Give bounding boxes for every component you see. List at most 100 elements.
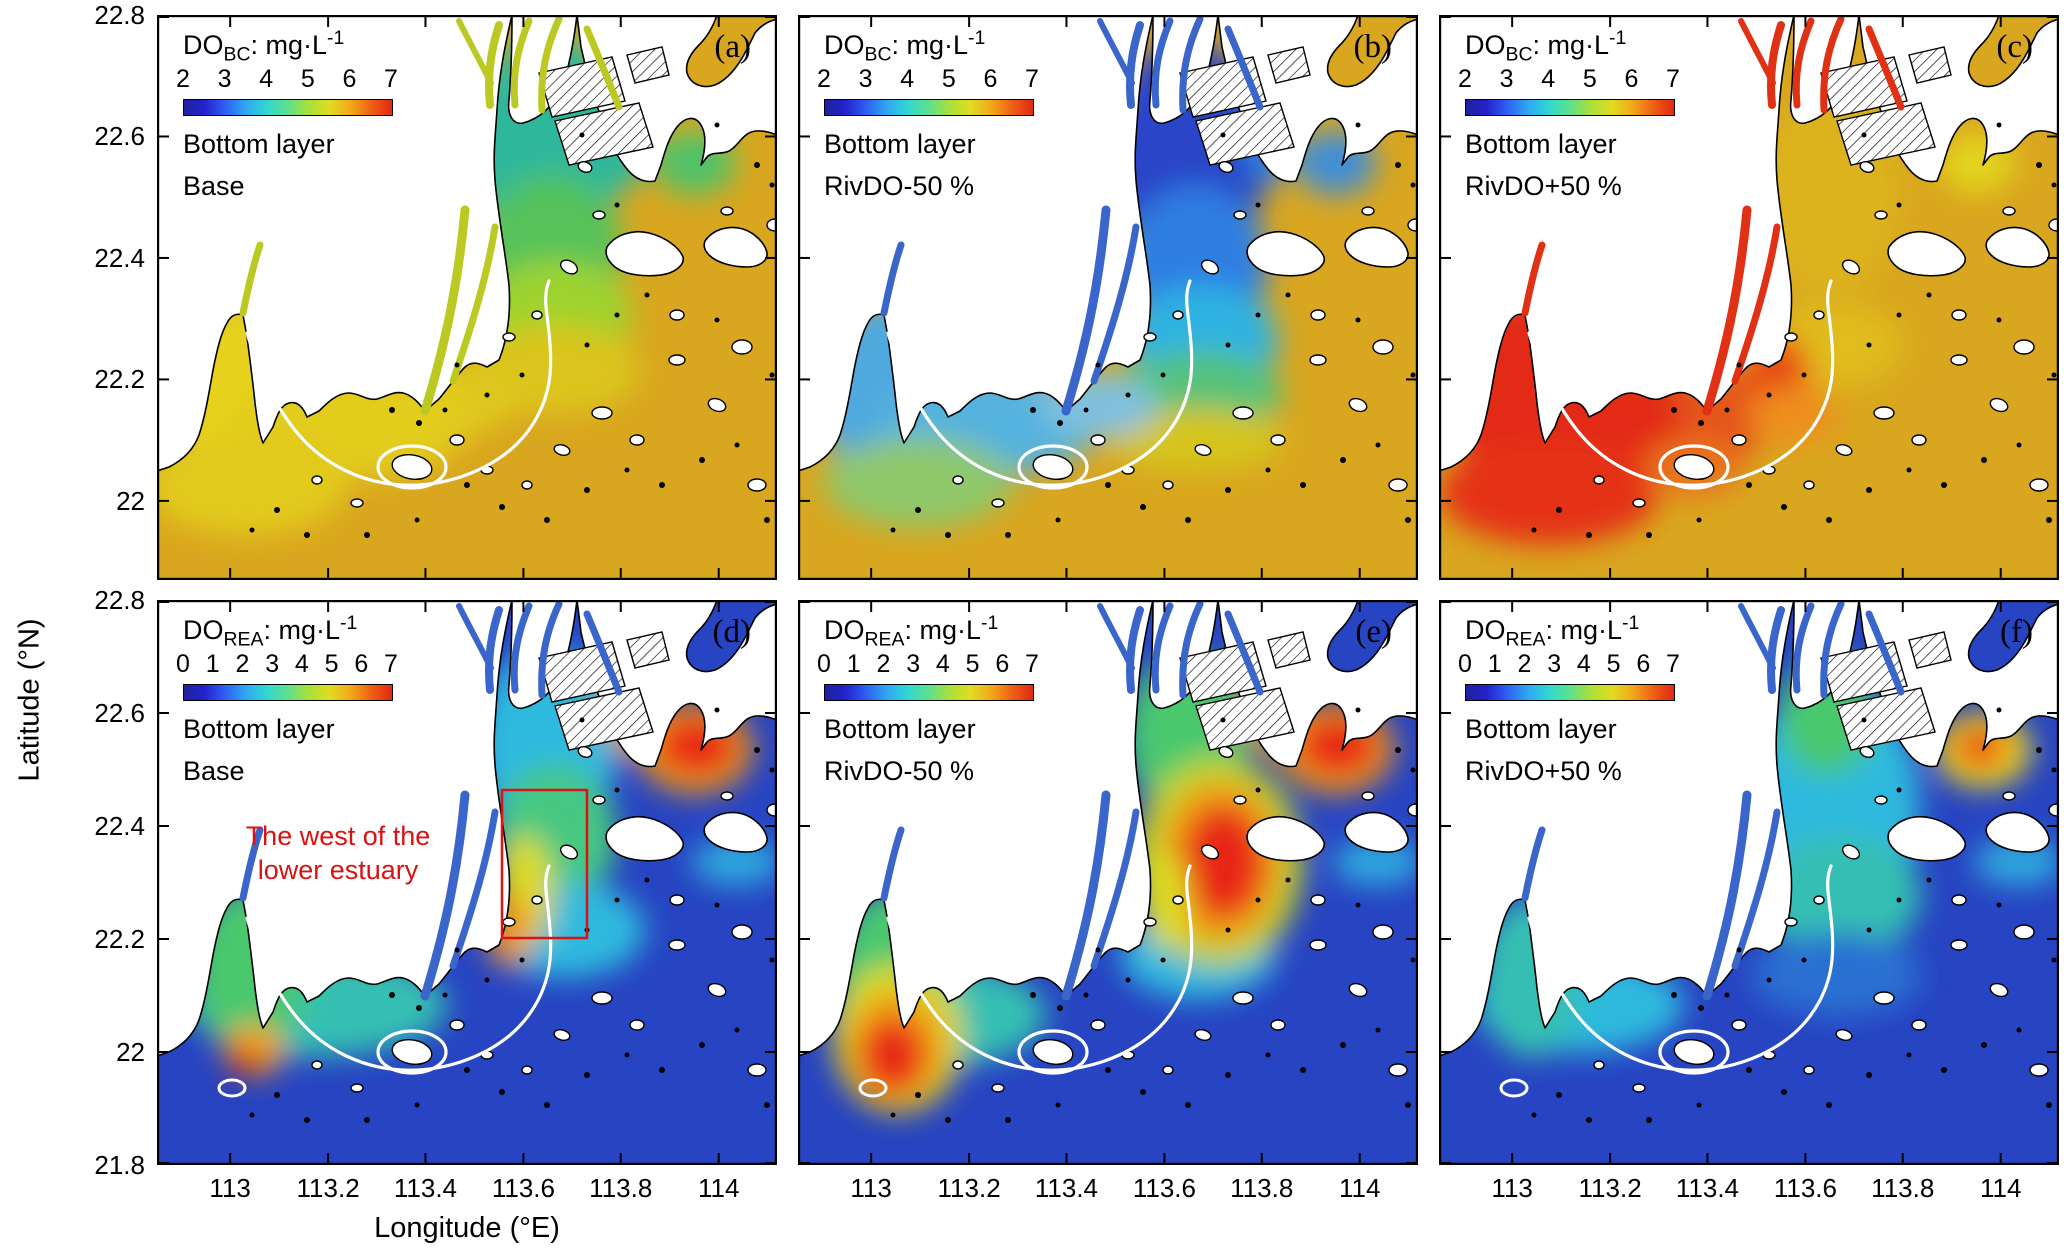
x-tick-label: 113 [850,1173,892,1203]
panel-f: DOREA: mg·L-1 0 1 2 3 4 5 6 7 Bottom layer RivDO+5… [1439,600,2059,1203]
colorbar-tick: 5 [965,650,980,678]
panel-e: DOREA: mg·L-1 0 1 2 3 4 5 6 7 Bottom layer RivDO-5… [798,600,1418,1203]
panel-letter: (c) [1996,29,2033,65]
x-tick-label: 113 [1491,1173,1533,1203]
x-tick-label: 113.2 [1578,1173,1642,1203]
colorbar-tick: 3 [1499,65,1514,93]
x-axis-label: Longitude (°E) [374,1212,560,1244]
x-tick-label: 114 [697,1173,740,1203]
colorbar [1465,684,1675,701]
panel-frame [798,600,1418,1165]
colorbar-tick: 2 [876,650,891,678]
panel-letter: (e) [1355,614,1392,650]
panel-variable-label: DOREA: mg·L-1 [1465,612,1640,651]
colorbar-tick: 2 [176,65,190,93]
colorbar-tick: 7 [384,650,398,678]
map-a [157,15,777,580]
map-b [798,15,1418,580]
scenario-label: Base [183,756,245,786]
scenario-label: RivDO+50 % [1465,756,1622,786]
axis-tick-marks [1441,601,2057,1164]
annotation-box [500,788,589,940]
annotation-line: lower estuary [257,854,419,885]
y-tick-label: 22.2 [94,364,145,395]
colorbar-tick: 5 [1606,650,1621,678]
x-tick-label: 113.6 [1773,1173,1837,1203]
colorbar-tick: 7 [1025,650,1039,678]
colorbar-tick: 4 [1541,65,1556,93]
colorbar-tick: 4 [259,65,274,93]
colorbar-tick: 6 [983,65,998,93]
layer-label: Bottom layer [183,714,335,744]
colorbar-tick: 4 [1576,650,1591,678]
colorbar-tick: 2 [1517,650,1532,678]
colorbar-tick: 5 [941,65,956,93]
panel-variable-label: DOBC: mg·L-1 [1465,27,1627,66]
colorbar-tick: 7 [384,65,398,93]
colorbar-tick: 0 [1458,650,1472,678]
y-tick-label: 22.4 [94,811,145,841]
colorbar-tick: 5 [324,650,339,678]
x-tick-label: 114 [1338,1173,1381,1203]
panel-b: DOBC: mg·L-1 2 3 4 5 6 7 Bottom layer RivDO-50 %… [798,15,1418,580]
y-tick-label: 22.4 [94,242,145,273]
colorbar-tick: 2 [817,65,831,93]
colorbar-tick: 6 [342,65,357,93]
panel-letter: (f) [2000,614,2033,650]
axis-tick-marks [800,601,1416,1164]
panel-frame [157,600,777,1165]
panel-frame [1439,15,2059,580]
colorbar-tick: 3 [265,650,280,678]
panel-letter: (b) [1353,29,1392,65]
map-d [157,600,777,1165]
colorbar [183,99,393,116]
colorbar-tick: 3 [217,65,232,93]
y-tick-label: 21.8 [94,1150,145,1180]
colorbar-tick: 7 [1025,65,1039,93]
layer-label: Bottom layer [1465,129,1617,159]
colorbar-tick: 5 [1582,65,1597,93]
layer-label: Bottom layer [1465,714,1617,744]
layer-label: Bottom layer [824,714,976,744]
y-tick-label: 22.6 [94,121,145,152]
x-tick-label: 113.8 [1871,1173,1935,1203]
x-tick-label: 113.6 [1132,1173,1196,1203]
panel-letter: (d) [712,614,751,650]
panel-c: DOBC: mg·L-1 2 3 4 5 6 7 Bottom layer RivDO+50 %… [1439,15,2059,580]
scenario-label: RivDO+50 % [1465,171,1622,201]
colorbar-tick: 0 [817,650,831,678]
panel-letter: (a) [714,29,751,65]
colorbar-tick: 1 [846,650,861,678]
scenario-label: RivDO-50 % [824,171,975,201]
colorbar-tick: 3 [906,650,921,678]
layer-label: Bottom layer [183,129,335,159]
colorbar [183,684,393,701]
colorbar-tick: 2 [1458,65,1472,93]
colorbar-tick: 1 [1487,650,1502,678]
panel-frame [1439,600,2059,1165]
y-tick-label: 22 [116,485,145,516]
annotation-label: The west of the lower estuary [179,820,497,888]
colorbar-tick: 4 [900,65,915,93]
x-tick-label: 114 [1979,1173,2022,1203]
colorbar-tick: 0 [176,650,190,678]
colorbar-tick: 5 [300,65,315,93]
panel-a: DOBC: mg·L-1 2 3 4 5 6 7 Bottom layer Base (a) 22.… [94,0,777,580]
colorbar-tick: 2 [235,650,250,678]
x-tick-label: 113.8 [589,1173,653,1203]
x-tick-label: 113.4 [1675,1173,1740,1203]
scenario-label: RivDO-50 % [824,756,975,786]
colorbar-tick: 6 [354,650,369,678]
x-tick-label: 113.2 [937,1173,1001,1203]
colorbar-tick: 6 [1636,650,1651,678]
colorbar-tick: 3 [1547,650,1562,678]
x-tick-label: 113.4 [393,1173,458,1203]
x-tick-label: 113.4 [1034,1173,1099,1203]
panel-variable-label: DOREA: mg·L-1 [824,612,999,651]
colorbar-tick: 1 [205,650,220,678]
